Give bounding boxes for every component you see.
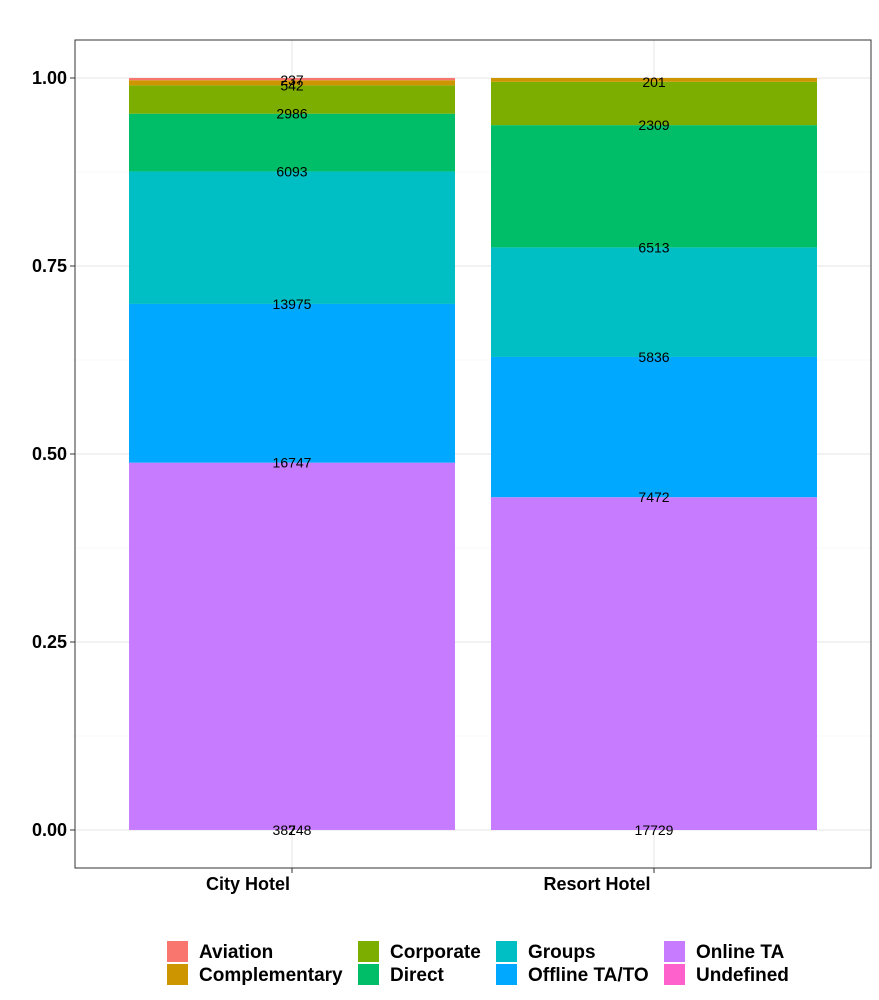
legend-label: Corporate [390,942,481,963]
data-label: 38748 [273,822,312,838]
bar-city-hotel-offline-ta-to [129,303,455,463]
bar-city-hotel-groups [129,171,455,304]
data-label: 7472 [638,489,669,505]
legend-item-complementary: Complementary [167,964,343,986]
legend-label: Offline TA/TO [528,965,649,986]
legend-label: Undefined [696,965,789,986]
data-label: 17729 [635,822,674,838]
data-label: 6513 [638,239,669,255]
bar-city-hotel-aviation [129,78,455,81]
legend-item-corporate: Corporate [358,941,481,963]
bar-resort-hotel-online-ta [491,497,817,830]
bar-resort-hotel-offline-ta-to [491,356,817,498]
legend-key [358,941,379,962]
x-tick-label-resort-hotel: Resort Hotel [543,874,650,894]
data-label: 5836 [638,349,669,365]
y-tick-label: 0.25 [32,632,67,652]
legend-key [664,964,685,985]
legend-key [496,964,517,985]
legend-item-direct: Direct [358,964,445,986]
data-label: 16747 [273,455,312,471]
x-tick-label-city-hotel: City Hotel [206,874,290,894]
data-label: 2309 [638,117,669,133]
bar-city-hotel-direct [129,113,455,172]
data-label: 2 [288,822,296,838]
y-tick-label: 0.50 [32,444,67,464]
bar-city-hotel-online-ta [129,462,455,830]
legend-key [167,941,188,962]
bar-resort-hotel-direct [491,125,817,248]
data-label: 237 [280,72,304,88]
legend-label: Aviation [199,942,273,963]
legend-key [496,941,517,962]
legend-label: Groups [528,942,596,963]
legend-item-online-ta: Online TA [664,941,785,963]
bar-city-hotel-complementary [129,80,455,86]
legend-item-offline-ta-to: Offline TA/TO [496,964,649,986]
y-tick-label: 0.00 [32,820,67,840]
bar-resort-hotel-groups [491,247,817,357]
legend-label: Complementary [199,965,343,986]
legend-key [358,964,379,985]
data-label: 201 [642,74,666,90]
bars [129,78,817,830]
legend-label: Direct [390,965,445,986]
data-label: 542 [280,77,304,93]
legend-key [664,941,685,962]
legend-item-groups: Groups [496,941,596,963]
legend-item-undefined: Undefined [664,964,789,986]
data-label: 13975 [273,296,312,312]
axes: 0.00 0.25 0.50 0.75 1.00 City Hotel Resort Hot… [32,68,655,894]
bar-resort-hotel-corporate [491,81,817,126]
data-label: 6093 [276,163,307,179]
data-label: 2986 [276,106,307,122]
bar-city-hotel-corporate [129,85,455,114]
legend-key [167,964,188,985]
legend-label: Online TA [696,942,785,963]
bar-resort-hotel-complementary [491,78,817,82]
y-tick-label: 1.00 [32,68,67,88]
y-tick-label: 0.75 [32,256,67,276]
legend-item-aviation: Aviation [167,941,273,963]
